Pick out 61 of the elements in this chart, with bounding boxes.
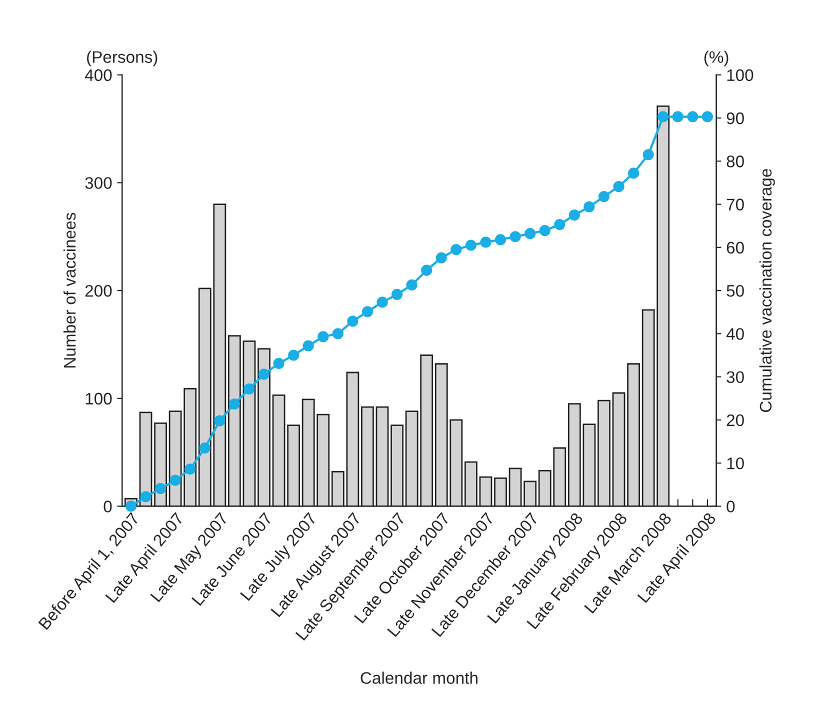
- point: [288, 350, 300, 361]
- point: [170, 474, 181, 486]
- point: [362, 306, 374, 318]
- y2-tick-label: 10: [727, 457, 744, 470]
- point: [658, 111, 669, 122]
- point: [347, 316, 358, 327]
- point: [421, 264, 432, 276]
- point: [318, 331, 329, 342]
- y2-tick-label: 50: [726, 284, 744, 297]
- y-tick-label: 100: [86, 392, 112, 405]
- y2-tick-label: 30: [726, 371, 744, 384]
- point: [391, 288, 403, 300]
- y-tick-label: 200: [85, 284, 112, 297]
- y2-tick-label: 0: [726, 500, 735, 512]
- point: [702, 111, 714, 122]
- point: [494, 234, 506, 246]
- point: [524, 228, 536, 240]
- point: [376, 296, 388, 308]
- point: [628, 168, 640, 179]
- point: [436, 252, 447, 264]
- point: [214, 415, 226, 426]
- point: [406, 279, 418, 290]
- point: [613, 181, 624, 192]
- y2-tick-label: 20: [726, 414, 744, 426]
- point: [258, 368, 270, 380]
- y2-tick-label: 70: [726, 198, 744, 210]
- point: [273, 358, 284, 370]
- point: [568, 210, 580, 221]
- text: (%): [704, 50, 728, 66]
- point: [510, 231, 521, 242]
- x-axis-title: Calendar month: [360, 672, 478, 684]
- point: [125, 500, 137, 512]
- y-tick-label: 0: [104, 500, 112, 512]
- point: [598, 190, 610, 202]
- point: [672, 111, 684, 122]
- point: [302, 340, 314, 352]
- y-tick-label: 300: [85, 177, 112, 189]
- y2-tick-label: 90: [726, 112, 744, 124]
- y2-tick-label: 40: [726, 328, 744, 340]
- point: [480, 236, 492, 248]
- text: (Persons): [87, 50, 158, 66]
- point: [450, 244, 462, 256]
- y2-axis-title: Cumulative vaccination coverage: [759, 168, 775, 412]
- y2-tick-label: 100: [727, 69, 754, 82]
- point: [199, 442, 210, 454]
- point: [584, 201, 595, 212]
- y-tick-label: 400: [84, 69, 112, 82]
- point: [332, 328, 344, 340]
- point: [465, 240, 476, 251]
- point: [184, 464, 196, 475]
- point: [554, 218, 566, 230]
- point: [244, 383, 255, 394]
- point: [228, 398, 240, 410]
- y2-tick-label: 60: [726, 242, 744, 254]
- y2-tick-label: 80: [726, 156, 744, 168]
- point: [140, 491, 152, 502]
- point: [154, 482, 166, 494]
- y-axis-title: Number of vaccinees: [63, 212, 76, 368]
- point: [687, 111, 698, 122]
- point: [539, 225, 550, 236]
- point: [642, 149, 654, 160]
